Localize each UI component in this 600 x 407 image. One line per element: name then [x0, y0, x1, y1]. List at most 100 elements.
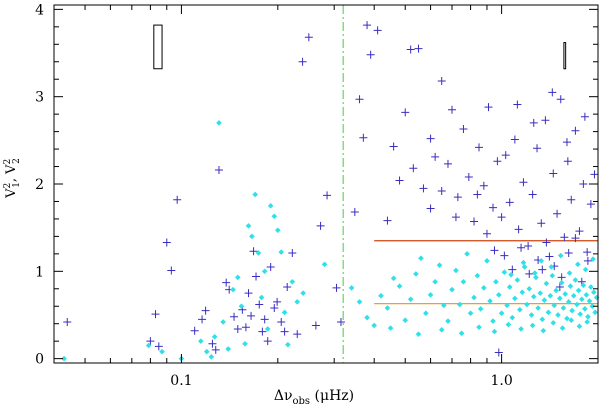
x-axis-label: Δνobs (μHz): [274, 388, 354, 407]
data-point-v2-2: [274, 227, 281, 234]
data-point-v2-2: [550, 319, 557, 326]
data-point-v2-2: [530, 293, 537, 300]
data-point-v2-2: [427, 292, 434, 298]
data-point-v2-2: [553, 287, 560, 294]
data-point-v2-2: [300, 290, 307, 297]
data-point-v2-1: [201, 306, 210, 315]
data-point-v2-1: [473, 190, 482, 199]
data-point-v2-2: [491, 328, 498, 335]
axis-ticks-layer: 0.1 1.0 0 1 2 3 4: [35, 2, 599, 389]
data-point-v2-1: [586, 200, 595, 209]
data-point-v2-1: [263, 337, 272, 346]
data-point-v2-2: [548, 264, 555, 270]
data-points-layer: [61, 21, 600, 362]
data-point-v2-1: [505, 198, 514, 207]
data-point-v2-2: [418, 255, 424, 262]
data-point-v2-2: [533, 274, 539, 281]
data-point-v2-2: [378, 292, 384, 299]
data-point-v2-2: [559, 325, 566, 331]
data-point-v2-1: [580, 112, 589, 121]
data-point-v2-1: [443, 159, 452, 168]
data-point-v2-1: [426, 204, 435, 213]
data-point-v2-1: [451, 213, 460, 222]
data-point-v2-2: [364, 314, 370, 321]
data-point-v2-1: [564, 248, 573, 257]
data-point-v2-2: [216, 119, 222, 126]
x-axis-label-unit: (μHz): [310, 388, 354, 404]
data-point-v2-1: [489, 203, 498, 212]
data-point-v2-2: [543, 280, 550, 287]
y-axis-label-v2-sup: 2: [3, 159, 13, 165]
data-point-v2-2: [458, 330, 465, 337]
data-point-v2-2: [558, 279, 565, 286]
data-point-v2-2: [531, 270, 538, 276]
data-point-v2-2: [524, 301, 530, 308]
data-point-v2-2: [518, 326, 524, 332]
data-point-v2-1: [244, 289, 253, 298]
data-point-v2-1: [222, 278, 231, 287]
data-point-v2-2: [585, 313, 591, 320]
data-point-v2-2: [477, 305, 484, 312]
data-point-v2-2: [514, 277, 521, 283]
y-tick-label: 2: [35, 177, 44, 193]
data-point-v2-2: [407, 296, 414, 303]
data-point-v2-1: [533, 144, 542, 153]
data-point-v2-1: [571, 126, 580, 135]
data-point-v2-2: [493, 278, 499, 285]
data-point-v2-2: [516, 306, 523, 313]
data-point-v2-2: [440, 302, 447, 309]
data-point-v2-2: [537, 290, 544, 297]
data-point-v2-1: [316, 221, 325, 230]
data-point-v2-2: [576, 323, 583, 330]
x-tick-label: 0.1: [170, 373, 192, 389]
data-point-v2-1: [273, 297, 282, 306]
data-point-v2-2: [249, 233, 255, 240]
data-point-v2-1: [571, 234, 580, 243]
data-point-v2-1: [395, 176, 404, 185]
data-point-v2-2: [384, 305, 391, 311]
y-axis-label-separator: ,: [4, 178, 19, 182]
data-point-v2-2: [545, 309, 552, 316]
data-point-v2-2: [203, 348, 210, 355]
data-point-v2-1: [247, 311, 256, 320]
data-point-v2-1: [270, 303, 279, 312]
data-point-v2-1: [332, 283, 341, 292]
data-point-v2-1: [389, 142, 398, 151]
data-point-v2-1: [525, 269, 534, 278]
data-point-v2-2: [580, 282, 587, 289]
data-point-v2-1: [482, 229, 491, 238]
data-point-v2-2: [211, 333, 218, 340]
data-point-v2-2: [526, 285, 533, 292]
data-point-v2-1: [419, 184, 428, 193]
data-point-v2-2: [569, 307, 575, 314]
data-point-v2-1: [280, 327, 289, 336]
data-point-v2-1: [501, 151, 510, 160]
data-point-v2-2: [145, 342, 152, 349]
data-point-v2-2: [508, 271, 514, 278]
data-point-v2-2: [521, 264, 528, 270]
data-point-v2-1: [500, 251, 509, 260]
data-point-v2-2: [589, 303, 596, 310]
data-point-v2-1: [583, 256, 592, 265]
data-point-v2-1: [497, 213, 506, 222]
data-point-v2-2: [208, 354, 215, 360]
data-point-v2-2: [560, 305, 567, 311]
data-point-v2-1: [154, 342, 163, 351]
data-point-v2-1: [567, 195, 576, 204]
y-axis-label-v1-sub: 1: [12, 182, 22, 188]
data-point-v2-1: [198, 315, 207, 324]
data-point-v2-1: [255, 300, 264, 309]
data-point-v2-2: [506, 284, 513, 290]
data-point-v2-2: [438, 326, 445, 333]
error-bar-box: [153, 24, 163, 70]
data-point-v2-1: [575, 227, 584, 236]
data-point-v2-2: [234, 274, 241, 281]
data-point-v2-2: [484, 257, 490, 264]
data-point-v2-1: [549, 169, 558, 178]
data-point-v2-1: [448, 105, 457, 114]
data-point-v2-2: [413, 271, 419, 277]
data-point-v2-1: [230, 312, 239, 321]
data-point-v2-2: [509, 314, 516, 321]
data-point-v2-1: [293, 330, 302, 339]
data-point-v2-2: [539, 316, 546, 323]
